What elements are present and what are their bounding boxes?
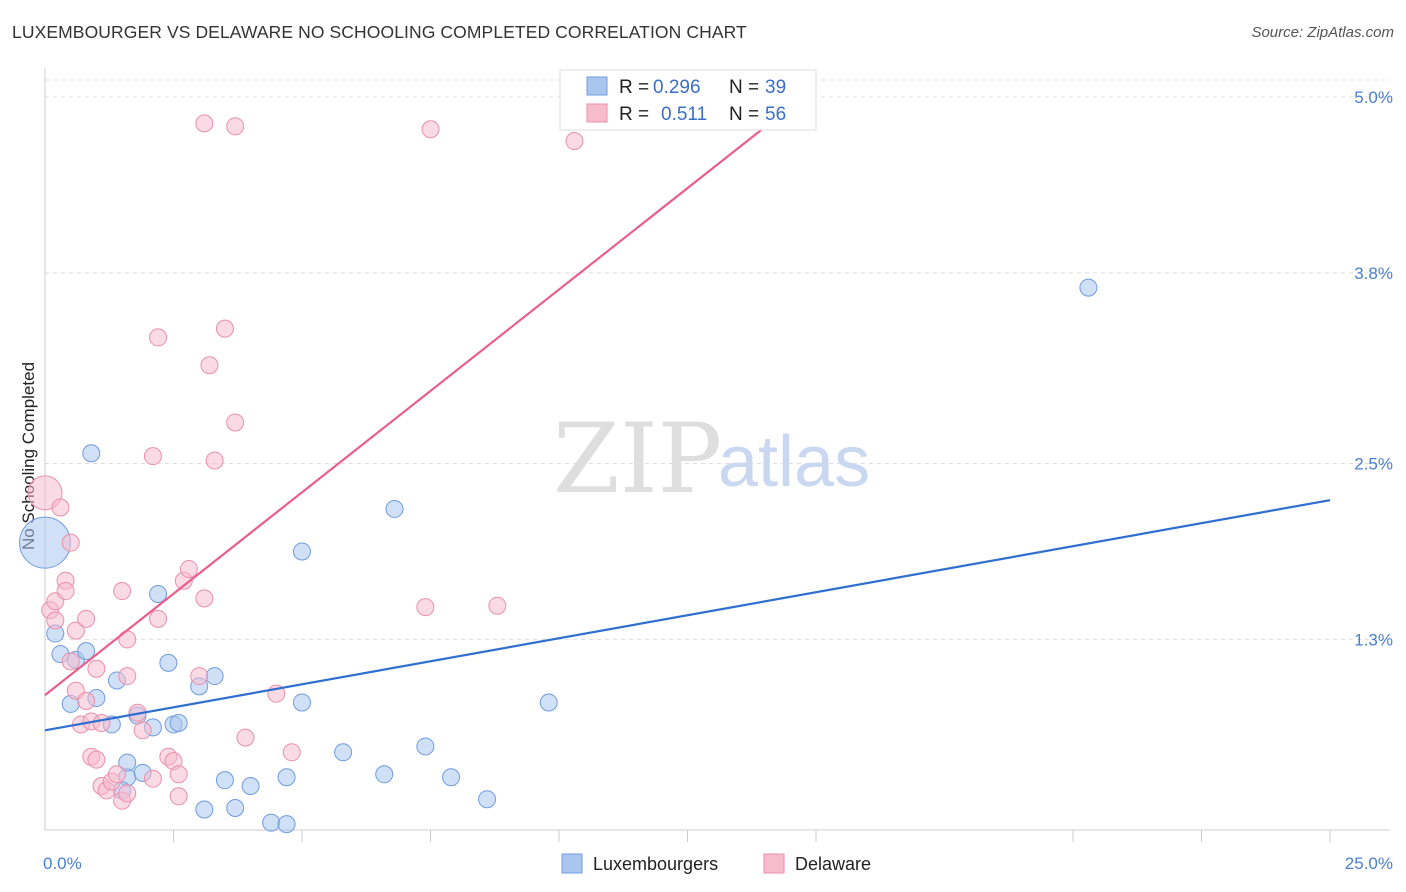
point-delaware	[107, 765, 126, 784]
point-delaware	[200, 356, 219, 375]
point-delaware	[226, 413, 245, 432]
point-delaware	[77, 609, 96, 628]
legend-r-value: 0.296	[653, 77, 701, 98]
point-delaware	[205, 451, 224, 470]
point-luxembourgers	[293, 693, 311, 712]
y-tick-label: 2.5%	[1354, 455, 1393, 474]
legend-n-label: N =	[729, 77, 759, 98]
point-luxembourgers	[241, 777, 260, 796]
point-delaware	[416, 598, 435, 617]
point-luxembourgers	[277, 815, 296, 834]
point-delaware	[133, 721, 152, 740]
y-tick-label: 3.8%	[1354, 264, 1393, 283]
point-delaware	[66, 621, 85, 640]
legend-swatch-delaware	[586, 103, 608, 123]
point-delaware	[118, 630, 137, 649]
x-tick-label: 0.0%	[43, 854, 82, 873]
trend-line-delaware	[44, 85, 817, 696]
point-luxembourgers	[293, 542, 311, 561]
bottom-legend-label-delaware: Delaware	[795, 854, 871, 874]
point-luxembourgers	[277, 768, 296, 787]
point-delaware	[236, 728, 255, 747]
point-luxembourgers	[159, 653, 178, 672]
point-delaware	[421, 120, 440, 139]
point-delaware	[143, 447, 162, 466]
point-delaware	[118, 784, 137, 803]
point-luxembourgers	[375, 765, 394, 784]
point-delaware	[113, 582, 132, 601]
point-delaware	[195, 589, 214, 608]
legend-r-label: R =	[619, 77, 649, 98]
data-points	[19, 114, 1098, 834]
bottom-legend: Luxembourgers Delaware	[561, 853, 871, 874]
point-luxembourgers	[77, 642, 96, 661]
point-luxembourgers	[334, 743, 353, 762]
point-delaware	[215, 319, 234, 338]
legend-n-value: 56	[765, 104, 786, 125]
legend-r-label: R =	[619, 104, 649, 125]
y-tick-label: 5.0%	[1354, 88, 1393, 107]
point-luxembourgers	[478, 790, 497, 809]
point-delaware	[195, 114, 214, 133]
point-delaware	[77, 691, 96, 710]
point-luxembourgers	[539, 693, 558, 712]
bottom-legend-label-luxembourgers: Luxembourgers	[593, 854, 718, 874]
watermark-atlas: atlas	[718, 422, 870, 502]
point-delaware	[27, 475, 63, 511]
point-luxembourgers	[226, 799, 245, 818]
point-luxembourgers	[262, 813, 281, 832]
trend-lines	[44, 85, 1331, 732]
source-label: Source: ZipAtlas.com	[1251, 24, 1394, 41]
point-delaware	[149, 328, 168, 347]
point-delaware	[169, 787, 188, 806]
point-delaware	[61, 652, 80, 671]
point-luxembourgers	[385, 499, 404, 518]
point-delaware	[118, 667, 137, 686]
x-tick-label: 25.0%	[1345, 854, 1393, 873]
bottom-legend-swatch-luxembourgers	[561, 853, 583, 874]
series-luxembourgers	[19, 278, 1098, 834]
legend-r-value: 0.511	[661, 104, 707, 125]
y-tick-labels: 1.3% 2.5% 3.8% 5.0%	[1354, 88, 1393, 649]
point-delaware	[87, 750, 106, 769]
trend-line-luxembourgers	[44, 499, 1331, 732]
point-delaware	[51, 498, 70, 517]
point-luxembourgers	[118, 753, 137, 772]
y-tick-label: 1.3%	[1354, 630, 1393, 649]
point-luxembourgers	[215, 771, 234, 790]
watermark-zip: ZIP	[553, 403, 722, 515]
point-luxembourgers	[1079, 278, 1098, 297]
point-delaware	[92, 713, 111, 732]
point-delaware	[169, 765, 188, 784]
point-luxembourgers	[169, 713, 188, 732]
legend-swatch-luxembourgers	[586, 76, 608, 96]
point-delaware	[226, 117, 245, 136]
legend-box: R = 0.296 N = 39 R = 0.511 N = 56	[559, 69, 817, 131]
x-tick-labels: 0.0% 25.0%	[43, 854, 1393, 873]
bottom-legend-swatch-delaware	[763, 853, 785, 874]
point-luxembourgers	[416, 737, 435, 756]
point-luxembourgers	[82, 444, 101, 463]
series-delaware	[27, 114, 584, 810]
chart-title: LUXEMBOURGER VS DELAWARE NO SCHOOLING CO…	[12, 22, 747, 42]
legend-n-label: N =	[729, 104, 759, 125]
point-delaware	[143, 769, 162, 788]
point-delaware	[61, 533, 80, 552]
point-delaware	[190, 667, 209, 686]
point-delaware	[565, 131, 584, 150]
point-luxembourgers	[442, 768, 461, 787]
legend-n-value: 39	[765, 77, 786, 98]
point-delaware	[56, 582, 75, 601]
point-delaware	[179, 560, 198, 579]
point-delaware	[282, 743, 301, 762]
point-delaware	[149, 609, 168, 628]
point-luxembourgers	[205, 667, 224, 686]
point-luxembourgers	[195, 800, 214, 819]
point-luxembourgers	[149, 584, 168, 603]
point-delaware	[46, 611, 65, 630]
point-delaware	[488, 596, 507, 615]
watermark: ZIP atlas	[553, 403, 870, 515]
point-delaware	[87, 659, 106, 678]
